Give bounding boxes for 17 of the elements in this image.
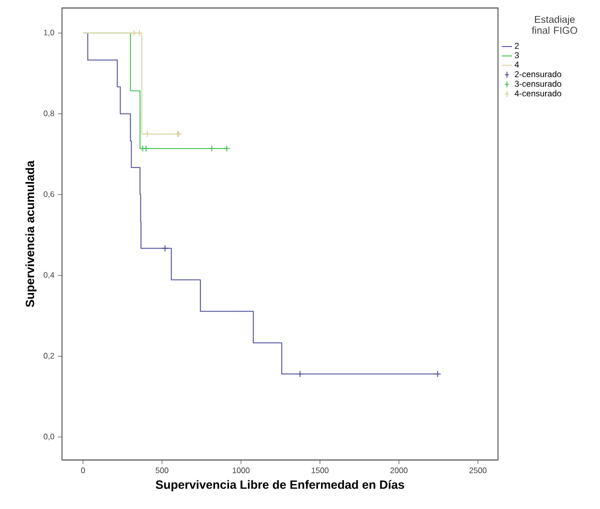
x-axis-title: Supervivencia Libre de Enfermedad en Días	[156, 480, 404, 492]
point	[142, 145, 150, 152]
point	[130, 30, 138, 36]
point	[223, 145, 230, 152]
y-axis-title: Supervivencia acumulada	[25, 160, 37, 308]
legend-title: Estadiaje final FIGO	[532, 16, 578, 34]
legend-label: 3-censurado	[514, 80, 562, 87]
legend-label: 4	[514, 62, 519, 68]
legend-label: 2	[514, 42, 519, 49]
point	[296, 370, 304, 378]
legend-label: 3	[514, 52, 519, 58]
point	[144, 130, 151, 138]
point	[162, 244, 168, 252]
point	[208, 145, 216, 152]
point	[434, 370, 442, 378]
legend-label: 2-censurado	[514, 70, 562, 78]
legend-label: 4-censurado	[514, 90, 562, 96]
